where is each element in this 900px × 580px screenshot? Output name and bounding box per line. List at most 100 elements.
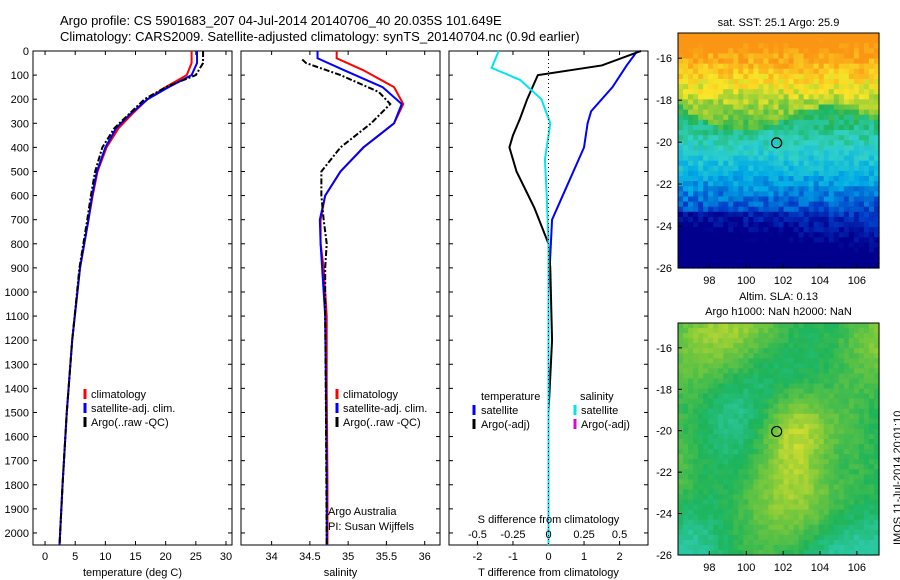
map-cell — [708, 519, 714, 526]
map-cell — [848, 78, 855, 85]
map-cell — [713, 237, 719, 244]
map-cell — [743, 484, 749, 491]
map-cell — [858, 504, 865, 511]
map-cell — [758, 104, 765, 111]
map-cell — [808, 358, 815, 364]
map-cell — [743, 534, 749, 541]
map-cell — [803, 479, 810, 485]
map-cell — [743, 539, 749, 546]
map-cell — [843, 484, 850, 491]
map-cell — [788, 388, 795, 395]
map-cell — [723, 343, 729, 349]
map-cell — [708, 413, 714, 420]
map-cell — [813, 348, 820, 354]
map-cell — [813, 383, 820, 390]
map-cell — [748, 383, 754, 390]
map-cell — [808, 423, 815, 430]
map-cell — [773, 99, 780, 106]
map-cell — [803, 524, 810, 531]
map-cell — [848, 68, 855, 75]
map-cell — [868, 499, 875, 506]
map-cell — [723, 150, 729, 157]
map-cell — [773, 403, 780, 410]
map-cell — [698, 196, 704, 203]
map-cell — [698, 418, 704, 425]
map-cell — [708, 191, 714, 198]
map-cell — [868, 373, 875, 380]
map-cell — [798, 104, 805, 111]
map-cell — [713, 484, 719, 491]
map-cell — [743, 378, 749, 385]
map-cell — [848, 358, 855, 364]
map-cell — [708, 124, 714, 131]
map-cell — [788, 529, 795, 536]
map-cell — [768, 433, 775, 440]
map-cell — [823, 323, 830, 329]
map-cell — [828, 196, 835, 203]
map-cell — [763, 109, 770, 116]
map-cell — [823, 489, 830, 496]
map-cell — [773, 247, 780, 254]
map-cell — [838, 534, 845, 541]
map-cell — [768, 464, 775, 470]
map-cell — [873, 348, 880, 354]
map-cell — [783, 78, 790, 85]
map-cell — [763, 393, 770, 400]
map-cell — [848, 63, 855, 70]
x-tick-label: 5 — [72, 551, 78, 563]
map-cell — [828, 323, 835, 329]
map-cell — [758, 247, 765, 254]
map-cell — [873, 114, 880, 121]
map-cell — [823, 373, 830, 380]
map-cell — [703, 408, 709, 415]
map-cell — [678, 408, 684, 415]
map-cell — [753, 211, 760, 218]
y-tick-label: 400 — [11, 142, 29, 154]
map-cell — [843, 524, 850, 531]
map-cell — [758, 544, 765, 551]
map-cell — [818, 124, 825, 131]
map-cell — [868, 398, 875, 405]
map-cell — [853, 408, 860, 415]
map-cell — [833, 454, 840, 460]
map-cell — [688, 84, 694, 90]
map-cell — [843, 368, 850, 375]
map-cell — [818, 201, 825, 208]
map-cell — [843, 529, 850, 536]
map-cell — [863, 222, 870, 228]
map-cell — [813, 519, 820, 526]
map-cell — [803, 84, 810, 90]
map-cell — [678, 398, 684, 405]
map-cell — [723, 439, 729, 445]
map-cell — [703, 89, 709, 95]
map-cell — [688, 464, 694, 470]
map-cell — [823, 68, 830, 75]
map-cell — [678, 257, 684, 264]
map-cell — [678, 73, 684, 80]
map-cell — [813, 323, 820, 329]
map-cell — [693, 398, 699, 405]
map-cell — [858, 114, 865, 121]
map-cell — [753, 84, 760, 90]
map-cell — [718, 176, 724, 182]
map-cell — [848, 181, 855, 187]
map-cell — [768, 534, 775, 541]
map-cell — [753, 247, 760, 254]
map-cell — [833, 165, 840, 172]
map-cell — [728, 130, 734, 136]
map-cell — [788, 499, 795, 506]
map-cell — [733, 428, 739, 435]
map-cell — [858, 216, 865, 223]
map-cell — [753, 479, 760, 485]
map-cell — [823, 232, 830, 238]
map-cell — [693, 170, 699, 177]
map-cell — [678, 353, 684, 359]
map-cell — [853, 338, 860, 344]
map-cell — [783, 328, 790, 334]
map-cell — [733, 408, 739, 415]
map-cell — [688, 444, 694, 450]
map-cell — [728, 181, 734, 187]
map-cell — [728, 333, 734, 339]
map-cell — [833, 63, 840, 70]
map-cell — [868, 439, 875, 445]
